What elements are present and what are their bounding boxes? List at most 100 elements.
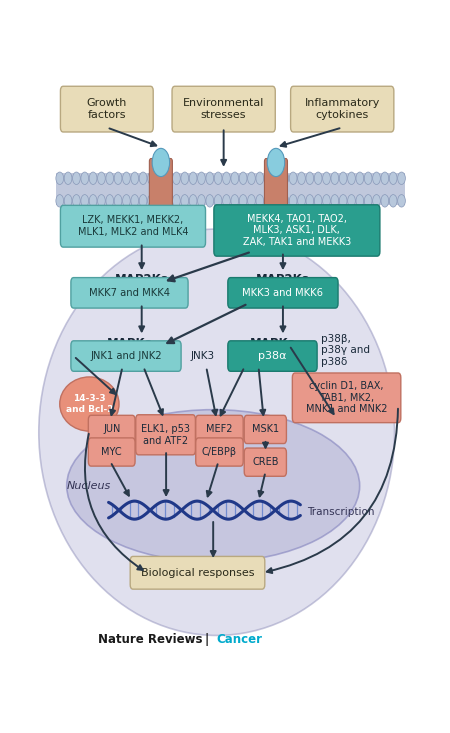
Text: cyclin D1, BAX,
TAB1, MK2,
MNK1 and MNK2: cyclin D1, BAX, TAB1, MK2, MNK1 and MNK2	[306, 381, 387, 414]
Circle shape	[173, 172, 180, 185]
Circle shape	[398, 194, 405, 207]
Text: MEF2: MEF2	[206, 424, 233, 435]
Circle shape	[223, 194, 230, 207]
Circle shape	[348, 194, 356, 207]
Circle shape	[381, 194, 389, 207]
Text: Growth
factors: Growth factors	[87, 98, 127, 120]
Circle shape	[198, 172, 205, 185]
Text: Nature Reviews: Nature Reviews	[98, 633, 202, 646]
Circle shape	[273, 194, 280, 207]
Circle shape	[348, 172, 356, 185]
Text: JNK3: JNK3	[191, 351, 215, 361]
Circle shape	[273, 172, 280, 185]
FancyBboxPatch shape	[60, 205, 206, 247]
Circle shape	[206, 194, 214, 207]
Circle shape	[131, 194, 139, 207]
FancyBboxPatch shape	[172, 86, 275, 132]
Text: Inflammatory
cytokines: Inflammatory cytokines	[305, 98, 380, 120]
Circle shape	[56, 172, 63, 185]
FancyBboxPatch shape	[136, 415, 195, 454]
Text: Biological responses: Biological responses	[141, 568, 254, 578]
Text: JNK1 and JNK2: JNK1 and JNK2	[90, 351, 162, 361]
Circle shape	[89, 172, 97, 185]
Text: MAPKs: MAPKs	[250, 336, 295, 350]
FancyBboxPatch shape	[196, 416, 243, 443]
Circle shape	[156, 172, 164, 185]
FancyBboxPatch shape	[196, 438, 243, 466]
Circle shape	[114, 172, 122, 185]
Text: MKK3 and MKK6: MKK3 and MKK6	[243, 288, 324, 298]
Circle shape	[181, 172, 189, 185]
Circle shape	[98, 194, 105, 207]
Circle shape	[81, 172, 89, 185]
Text: MKK7 and MKK4: MKK7 and MKK4	[89, 288, 170, 298]
Circle shape	[148, 194, 155, 207]
Circle shape	[364, 194, 372, 207]
Text: MAP3Ks: MAP3Ks	[115, 210, 169, 223]
FancyBboxPatch shape	[149, 158, 172, 235]
Circle shape	[148, 172, 155, 185]
Circle shape	[152, 148, 170, 177]
Circle shape	[189, 172, 197, 185]
Circle shape	[264, 172, 272, 185]
Circle shape	[173, 194, 180, 207]
Circle shape	[164, 172, 172, 185]
Text: CREB: CREB	[252, 457, 279, 467]
Circle shape	[72, 194, 80, 207]
Ellipse shape	[67, 410, 360, 562]
FancyBboxPatch shape	[228, 278, 338, 308]
Text: MAPKs: MAPKs	[107, 336, 152, 350]
FancyBboxPatch shape	[244, 416, 287, 443]
Text: Environmental
stresses: Environmental stresses	[183, 98, 264, 120]
Circle shape	[373, 172, 380, 185]
Text: |: |	[204, 633, 209, 646]
Circle shape	[198, 194, 205, 207]
Circle shape	[248, 172, 255, 185]
Circle shape	[231, 172, 238, 185]
FancyBboxPatch shape	[228, 341, 317, 372]
Circle shape	[323, 172, 330, 185]
Text: MAP2Ks: MAP2Ks	[256, 273, 310, 287]
Circle shape	[122, 172, 130, 185]
Circle shape	[139, 172, 147, 185]
Circle shape	[164, 194, 172, 207]
Text: LZK, MEKK1, MEKK2,
MLK1, MLK2 and MLK4: LZK, MEKK1, MEKK2, MLK1, MLK2 and MLK4	[78, 216, 188, 237]
Circle shape	[89, 194, 97, 207]
Circle shape	[364, 172, 372, 185]
Circle shape	[256, 194, 264, 207]
Circle shape	[106, 194, 113, 207]
Circle shape	[131, 172, 139, 185]
Circle shape	[297, 194, 306, 207]
Text: Nucleus: Nucleus	[67, 481, 111, 491]
Circle shape	[64, 194, 72, 207]
Circle shape	[389, 194, 397, 207]
Text: Transcription: Transcription	[307, 507, 375, 517]
Circle shape	[281, 172, 288, 185]
Circle shape	[389, 172, 397, 185]
FancyBboxPatch shape	[88, 438, 135, 466]
FancyBboxPatch shape	[88, 416, 135, 443]
Circle shape	[381, 172, 389, 185]
Circle shape	[139, 194, 147, 207]
Circle shape	[323, 194, 330, 207]
Circle shape	[56, 194, 63, 207]
Circle shape	[314, 194, 322, 207]
FancyBboxPatch shape	[60, 86, 153, 132]
Text: MEKK4, TAO1, TAO2,
MLK3, ASK1, DLK,
ZAK, TAK1 and MEKK3: MEKK4, TAO1, TAO2, MLK3, ASK1, DLK, ZAK,…	[243, 214, 351, 247]
Text: MAP3Ks: MAP3Ks	[256, 210, 310, 223]
Circle shape	[331, 172, 339, 185]
FancyBboxPatch shape	[291, 86, 394, 132]
Circle shape	[189, 194, 197, 207]
Circle shape	[122, 194, 130, 207]
Circle shape	[356, 172, 364, 185]
Circle shape	[72, 172, 80, 185]
Text: 14-3-3
and Bcl-2: 14-3-3 and Bcl-2	[66, 394, 113, 413]
Circle shape	[248, 194, 255, 207]
Circle shape	[156, 194, 164, 207]
Text: MSK1: MSK1	[252, 424, 279, 435]
Circle shape	[331, 194, 339, 207]
Circle shape	[214, 194, 222, 207]
Circle shape	[306, 194, 314, 207]
Circle shape	[356, 194, 364, 207]
FancyBboxPatch shape	[265, 158, 288, 235]
